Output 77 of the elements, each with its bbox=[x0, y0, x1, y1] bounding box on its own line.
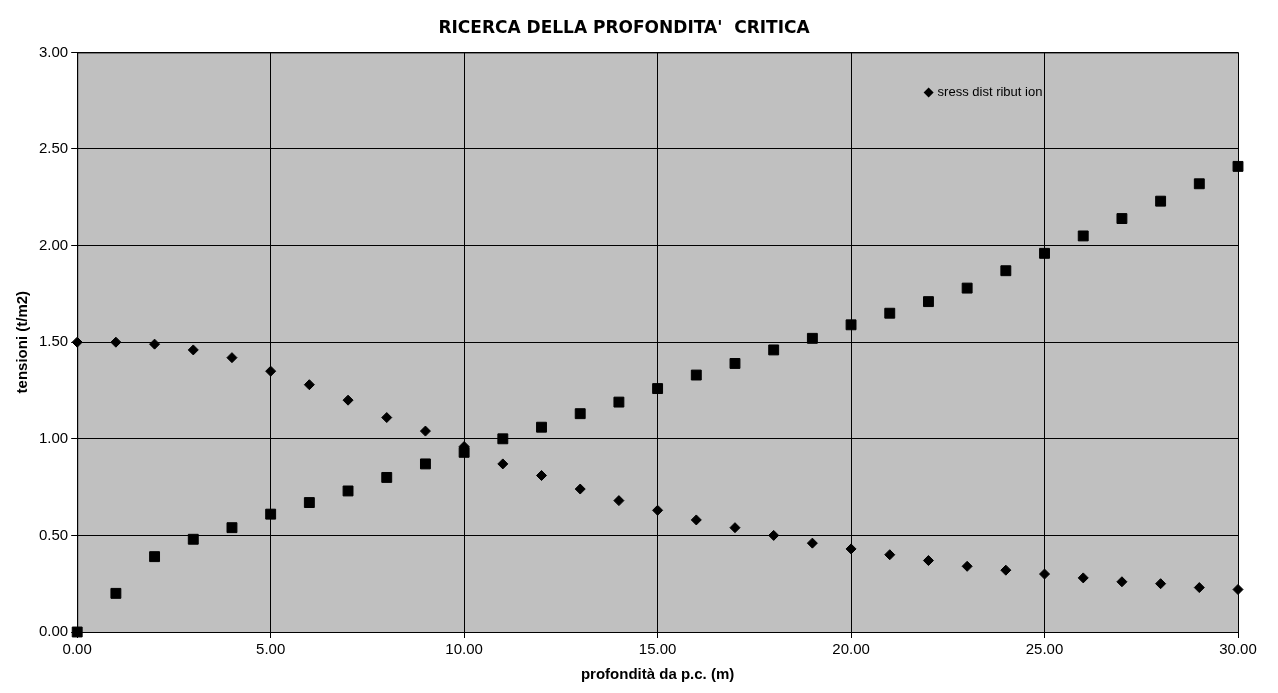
point bbox=[1155, 195, 1167, 207]
x-tick-label: 5.00 bbox=[256, 640, 286, 658]
point bbox=[265, 365, 277, 377]
point bbox=[187, 533, 199, 545]
point bbox=[149, 338, 161, 350]
point bbox=[1116, 213, 1128, 224]
point bbox=[342, 485, 354, 497]
y-tick-label: 0.00 bbox=[38, 622, 69, 640]
point bbox=[652, 383, 664, 395]
x-tick-label: 25.00 bbox=[1025, 640, 1064, 658]
point bbox=[497, 458, 509, 470]
point bbox=[110, 336, 122, 348]
point bbox=[497, 433, 509, 445]
point bbox=[381, 471, 393, 483]
x-axis-title: profondità da p.c. (m) bbox=[580, 665, 735, 683]
point bbox=[613, 495, 625, 507]
point bbox=[1155, 578, 1167, 590]
point bbox=[1000, 564, 1012, 576]
point bbox=[1232, 160, 1244, 172]
point bbox=[265, 508, 277, 520]
y-tick-label: 1.00 bbox=[38, 428, 69, 446]
point bbox=[187, 344, 199, 356]
point bbox=[884, 549, 896, 561]
point bbox=[1116, 576, 1128, 588]
point bbox=[149, 551, 161, 563]
point bbox=[71, 626, 83, 638]
x-tick-label: 10.00 bbox=[445, 640, 483, 658]
point bbox=[884, 307, 896, 319]
x-tick-label: 30.00 bbox=[1219, 640, 1257, 658]
point bbox=[729, 358, 741, 369]
point bbox=[419, 425, 431, 437]
point bbox=[303, 379, 315, 391]
point bbox=[110, 587, 122, 599]
point bbox=[342, 394, 354, 406]
point bbox=[1039, 568, 1051, 580]
y-tick-label: 3.00 bbox=[38, 42, 69, 60]
point bbox=[1039, 247, 1050, 259]
point bbox=[1193, 582, 1205, 594]
point bbox=[226, 522, 238, 534]
point bbox=[690, 369, 702, 381]
y-tick-label: 0.50 bbox=[38, 525, 69, 543]
point bbox=[768, 344, 780, 356]
point bbox=[1077, 572, 1089, 584]
point bbox=[768, 529, 780, 541]
point bbox=[806, 537, 818, 549]
point bbox=[226, 352, 238, 364]
chart-title: RICERCA DELLA PROFONDITA' CRITICA bbox=[438, 16, 811, 37]
point bbox=[613, 396, 625, 408]
point bbox=[1232, 584, 1244, 595]
point bbox=[845, 319, 857, 331]
point bbox=[923, 296, 934, 308]
x-tick-label: 15.00 bbox=[638, 640, 677, 658]
point bbox=[1077, 230, 1089, 242]
y-tick-label: 2.50 bbox=[38, 139, 69, 157]
point bbox=[419, 458, 431, 470]
point bbox=[729, 522, 741, 534]
y-tick-label: 2.00 bbox=[38, 235, 69, 253]
point bbox=[536, 421, 547, 433]
point bbox=[961, 282, 973, 294]
point bbox=[1193, 178, 1205, 190]
point bbox=[536, 470, 548, 482]
x-tick-label: 0.00 bbox=[62, 640, 92, 658]
point bbox=[961, 560, 973, 572]
point bbox=[574, 483, 586, 495]
legend-label: sress dist ribut ion bbox=[937, 83, 1043, 99]
point bbox=[806, 332, 818, 344]
point bbox=[303, 497, 315, 509]
point bbox=[690, 514, 702, 526]
point bbox=[381, 412, 393, 424]
x-tick-label: 20.00 bbox=[832, 640, 870, 658]
y-tick-label: 1.50 bbox=[38, 332, 69, 350]
point bbox=[922, 555, 934, 567]
y-axis-title: tensioni (t/m2) bbox=[13, 290, 31, 394]
point bbox=[1000, 265, 1012, 277]
point bbox=[652, 504, 664, 516]
point bbox=[574, 408, 586, 420]
point bbox=[845, 543, 857, 555]
